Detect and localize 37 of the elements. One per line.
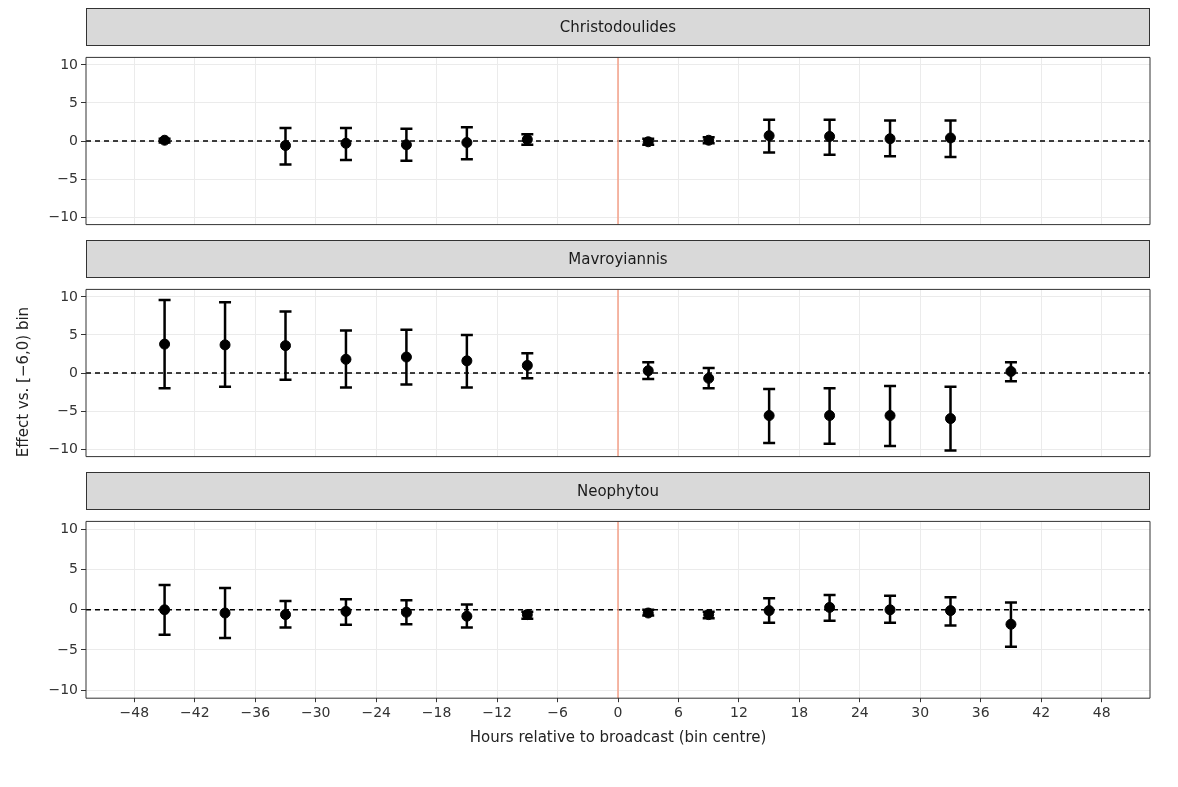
y-tick-label: −10	[48, 207, 78, 224]
chart-title: Mavroyiannis	[86, 240, 1150, 278]
x-tick-label: −24	[361, 704, 392, 721]
y-tick-label: 10	[60, 520, 78, 537]
x-tick-label: 30	[911, 704, 930, 721]
y-tick-label: −10	[48, 680, 78, 697]
x-tick-label: −6	[547, 704, 568, 721]
y-tick-label: 0	[69, 600, 78, 617]
y-tick-label: 5	[69, 560, 78, 577]
y-tick-label: −5	[57, 640, 78, 657]
y-tick-label: 0	[69, 131, 78, 148]
x-tick-label: 18	[790, 704, 809, 721]
chart-title: Christodoulides	[86, 8, 1150, 46]
y-tick-label: 10	[60, 55, 78, 72]
y-axis-title: Effect vs. [−6,0) bin	[14, 306, 32, 457]
x-tick-label: 12	[730, 704, 748, 721]
x-tick-label: 48	[1092, 704, 1111, 721]
x-tick-label: −30	[300, 704, 331, 721]
y-tick-label: −5	[57, 169, 78, 186]
y-tick-label: 10	[60, 287, 78, 304]
x-tick-label: 36	[971, 704, 990, 721]
y-tick-label: −10	[48, 439, 78, 456]
chart-title: Neophytou	[86, 472, 1150, 510]
y-tick-label: −5	[57, 401, 78, 418]
x-tick-label: 0	[613, 704, 623, 721]
x-tick-label: 6	[673, 704, 683, 721]
x-tick-label: 24	[850, 704, 869, 721]
x-axis-title: Hours relative to broadcast (bin centre)	[469, 727, 767, 746]
x-tick-label: −42	[180, 704, 210, 721]
x-tick-label: −18	[421, 704, 452, 721]
x-tick-label: −36	[240, 704, 271, 721]
x-tick-label: −48	[119, 704, 150, 721]
x-tick-label: 42	[1032, 704, 1051, 721]
y-tick-label: 5	[69, 93, 78, 110]
y-tick-label: 0	[69, 363, 78, 380]
y-tick-label: 5	[69, 325, 78, 342]
x-tick-label: −12	[482, 704, 512, 721]
